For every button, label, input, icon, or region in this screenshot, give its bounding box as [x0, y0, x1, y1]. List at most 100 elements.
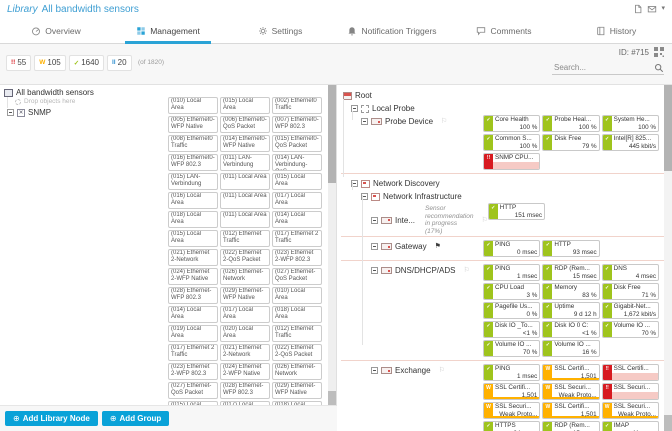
library-sensor-tile[interactable]: (023) Ethernet 2-WFP 802.3 [168, 363, 218, 380]
library-sensor-tile[interactable]: (010) Local Area [168, 97, 218, 114]
library-sensor-tile[interactable]: (007) Ethernet0-WFP 802.3 [272, 116, 322, 133]
sensor-tile[interactable]: ✓ HTTP 93 msec [542, 240, 600, 257]
tab-management[interactable]: Management [112, 18, 224, 44]
sensor-tile[interactable]: ✓ PING 1 msec [483, 264, 541, 281]
scrollbar-thumb-bottom[interactable] [664, 415, 672, 431]
library-sensor-tile[interactable]: (028) Ethernet-WFP 802.3 [168, 287, 218, 304]
library-sensor-tile[interactable]: (022) Ethernet 2-QoS Packet [272, 344, 322, 361]
tab-notification-triggers[interactable]: Notification Triggers [336, 18, 448, 43]
library-sensor-tile[interactable]: (014) Ethernet0-WFP Native [220, 135, 270, 152]
library-sensor-tile[interactable]: (028) Ethernet-WFP 802.3 [220, 382, 270, 399]
library-sensor-tile[interactable]: (015) LAN-Verbindung [168, 173, 218, 190]
search-input[interactable] [552, 62, 654, 73]
library-root-row[interactable]: All bandwidth sensors [0, 85, 336, 97]
library-sensor-tile[interactable]: (015) Ethernet0-QoS Packet [272, 135, 322, 152]
node-label[interactable]: Network Discovery [373, 179, 440, 188]
sensor-tile[interactable]: W SSL Securi... Weak Proto... [542, 383, 600, 400]
library-sensor-tile[interactable]: (005) Ethernet0-WFP Native [168, 116, 218, 133]
library-sensor-tile[interactable]: (017) Local Area [220, 306, 270, 323]
library-sensor-tile[interactable]: (024) Ethernet 2-WFP Native [168, 268, 218, 285]
collapse-toggle[interactable] [361, 193, 368, 200]
add-library-node-button[interactable]: ⊕ Add Library Node [5, 411, 98, 426]
new-window-icon[interactable] [633, 4, 643, 14]
library-sensor-tile[interactable]: (014) Local Area [272, 211, 322, 228]
tab-overview[interactable]: Overview [0, 18, 112, 43]
sensor-tile[interactable]: ✓ Volume IO ... 70 % [483, 340, 541, 357]
library-sensor-tile[interactable]: (026) Ethernet-Network [272, 363, 322, 380]
node-label[interactable]: Probe Device [385, 117, 434, 126]
error-count[interactable]: !! 55 [6, 54, 32, 71]
sensor-tile[interactable]: W SSL Certifi... 1,501 [542, 402, 600, 419]
sensor-tile[interactable]: ✓HTTPS94 msec [483, 421, 541, 431]
collapse-toggle[interactable] [7, 109, 14, 116]
library-sensor-tile[interactable]: (011) Local Area [220, 211, 270, 228]
sensor-tile[interactable]: ✓ CPU Load 3 % [483, 283, 541, 300]
scrollbar-thumb-bottom[interactable] [328, 391, 336, 405]
collapse-toggle[interactable] [371, 267, 378, 274]
library-sensor-tile[interactable]: (024) Ethernet 2-WFP Native [220, 363, 270, 380]
library-panel-scrollbar[interactable] [328, 85, 336, 405]
library-sensor-tile[interactable]: (012) Ethernet Traffic [272, 325, 322, 342]
qr-code-icon[interactable] [654, 47, 664, 57]
add-group-button[interactable]: ⊕ Add Group [101, 411, 170, 426]
library-sensor-tile[interactable]: (026) Ethernet-Network [220, 268, 270, 285]
vertical-scrollbar[interactable] [664, 85, 672, 431]
sensor-tile[interactable]: ✓ Disk Free 71 % [601, 283, 659, 300]
sensor-tile[interactable]: W SSL Certifi... 1,501 [542, 364, 600, 381]
tab-history[interactable]: History [560, 18, 672, 43]
library-sensor-tile[interactable]: (018) Local Area [272, 306, 322, 323]
sensor-tile[interactable]: !! SNMP CPU... [483, 153, 541, 170]
chevron-down-icon[interactable]: ▾ [661, 5, 665, 12]
sensor-tile[interactable]: ✓ Volume IO ... 70 % [601, 321, 659, 338]
library-sensor-tile[interactable]: (029) Ethernet-WFP Native [272, 382, 322, 399]
tab-settings[interactable]: Settings [224, 18, 336, 43]
node-label[interactable]: Inte... [395, 215, 416, 225]
library-sensor-tile[interactable]: (006) Ethernet0-QoS Packet [220, 116, 270, 133]
library-sensor-tile[interactable]: (015) Local Area [220, 97, 270, 114]
sensor-tile[interactable]: ✓ PING 0 msec [483, 240, 541, 257]
library-sensor-tile[interactable]: (014) Local Area [168, 306, 218, 323]
library-sensor-tile[interactable]: (002) Ethernet0 Traffic [272, 97, 322, 114]
library-sensor-tile[interactable]: (029) Ethernet-WFP Native [220, 287, 270, 304]
node-label[interactable]: DNS/DHCP/ADS [395, 266, 456, 275]
node-label[interactable]: Gateway [395, 242, 427, 251]
search-icon[interactable] [654, 63, 664, 73]
drop-target[interactable]: Drop objects here [0, 97, 336, 105]
sensor-tile[interactable]: ✓ Pagefile Us... 0 % [483, 302, 541, 319]
library-sensor-tile[interactable]: (017) Ethernet 2 Traffic [168, 344, 218, 361]
sensor-tile[interactable]: W SSL Certifi... 1,501 [483, 383, 541, 400]
sensor-tile[interactable]: ✓ Probe Heal... 100 % [542, 115, 600, 132]
library-sensor-tile[interactable]: (021) Ethernet 2-Network [220, 344, 270, 361]
sensor-tile[interactable]: ✓ PING 1 msec [483, 364, 541, 381]
email-icon[interactable] [647, 4, 657, 14]
sensor-tile[interactable]: ✓ DNS 4 msec [601, 264, 659, 281]
sensor-tile[interactable]: ✓ Gigabit-Net... 1,672 kbit/s [601, 302, 659, 319]
library-sensor-tile[interactable]: (019) Local Area [168, 325, 218, 342]
sensor-tile[interactable]: ✓ HTTP 151 msec [487, 203, 546, 220]
scrollbar-thumb[interactable] [328, 85, 336, 183]
library-sensor-tile[interactable]: (027) Ethernet-QoS Packet [272, 268, 322, 285]
library-sensor-tile[interactable]: (011) Local Area [220, 173, 270, 190]
collapse-toggle[interactable] [361, 118, 368, 125]
node-label[interactable]: Network Infrastructure [383, 192, 462, 201]
sensor-tile[interactable]: ✓ Core Health 100 % [483, 115, 541, 132]
library-sensor-tile[interactable]: (012) Ethernet Traffic [220, 230, 270, 247]
library-sensor-tile[interactable]: (022) Ethernet 2-QoS Packet [220, 249, 270, 266]
library-sensor-tile[interactable]: (008) Ethernet0 Traffic [168, 135, 218, 152]
collapse-toggle[interactable] [351, 180, 358, 187]
library-sensor-tile[interactable]: (023) Ethernet 2-WFP 802.3 [272, 249, 322, 266]
sensor-tile[interactable]: !! SSL Securi... [601, 383, 659, 400]
sensor-tile[interactable]: ✓ System He... 100 % [601, 115, 659, 132]
library-sensor-tile[interactable]: (011) Local Area [220, 192, 270, 209]
sensor-tile[interactable]: ✓IMAP11 msec [601, 421, 659, 431]
sensor-tile[interactable]: ✓ Disk Free 79 % [542, 134, 600, 151]
sensor-tile[interactable]: ✓ Intel[R] 825... 445 kbit/s [601, 134, 659, 151]
library-sensor-tile[interactable]: (010) Local Area [272, 287, 322, 304]
sensor-tile[interactable]: !! SSL Certifi... [601, 364, 659, 381]
library-sensor-tile[interactable]: (020) Local Area [220, 325, 270, 342]
library-sensor-tile[interactable]: (016) Ethernet0-WFP 802.3 [168, 154, 218, 171]
library-sensor-tile[interactable]: (014) LAN-Verbindung-QoS [272, 154, 322, 171]
node-label[interactable]: Local Probe [372, 104, 415, 113]
library-sensor-tile[interactable]: (016) Local Area [168, 192, 218, 209]
library-sensor-tile[interactable]: (015) Local Area [168, 230, 218, 247]
